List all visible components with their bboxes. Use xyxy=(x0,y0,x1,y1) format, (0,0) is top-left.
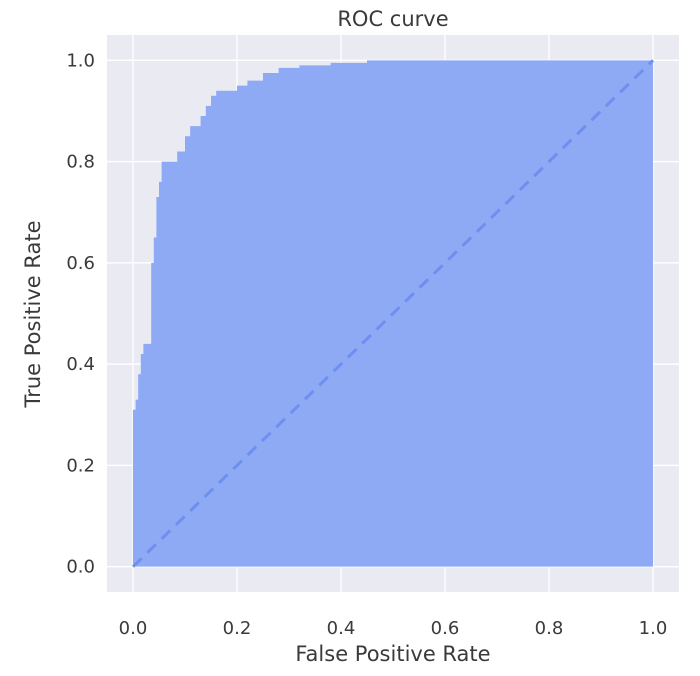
x-axis-label: False Positive Rate xyxy=(295,642,490,666)
y-tick-label: 1.0 xyxy=(66,50,95,71)
chart-title: ROC curve xyxy=(337,7,448,31)
x-tick-label: 0.6 xyxy=(431,618,460,639)
y-axis-ticks: 0.0 0.2 0.4 0.6 0.8 1.0 xyxy=(66,50,95,577)
y-tick-label: 0.4 xyxy=(66,354,95,375)
x-tick-label: 0.4 xyxy=(327,618,356,639)
x-tick-label: 1.0 xyxy=(639,618,668,639)
y-tick-label: 0.2 xyxy=(66,455,95,476)
series-layer xyxy=(131,59,655,568)
x-tick-label: 0.0 xyxy=(119,618,148,639)
y-tick-label: 0.8 xyxy=(66,152,95,173)
y-tick-label: 0.0 xyxy=(66,557,95,578)
x-tick-label: 0.8 xyxy=(535,618,564,639)
x-tick-label: 0.2 xyxy=(223,618,252,639)
y-tick-label: 0.6 xyxy=(66,253,95,274)
x-axis-ticks: 0.0 0.2 0.4 0.6 0.8 1.0 xyxy=(119,618,668,639)
chance-diagonal-line xyxy=(131,59,655,568)
y-axis-label: True Positive Rate xyxy=(21,220,45,408)
